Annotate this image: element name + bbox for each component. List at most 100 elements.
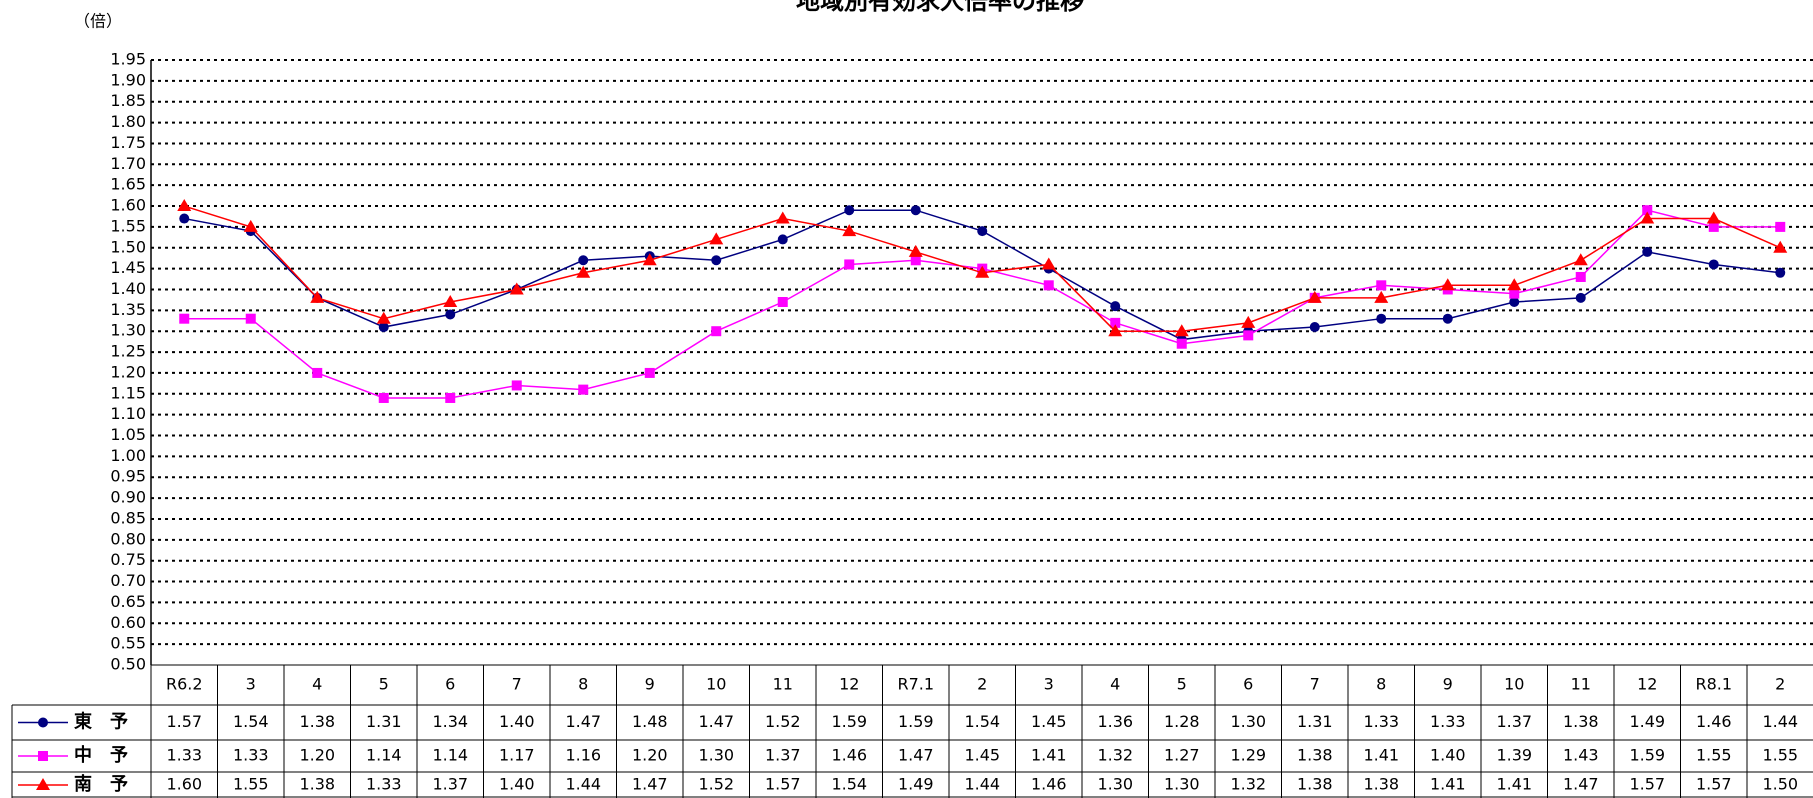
point — [376, 311, 391, 324]
value-label: 1.41 — [1430, 775, 1466, 794]
value-label: 1.54 — [233, 712, 269, 731]
point — [1243, 330, 1254, 341]
y-tick-label: 1.60 — [110, 196, 146, 215]
y-tick-label: 0.65 — [110, 592, 146, 611]
value-label: 1.57 — [1696, 775, 1732, 794]
point — [445, 392, 456, 403]
point — [1509, 288, 1520, 299]
point — [977, 226, 988, 237]
y-tick-label: 0.70 — [110, 571, 146, 590]
point — [1041, 257, 1056, 270]
value-label: 1.38 — [1563, 712, 1599, 731]
x-tick-label: 5 — [1177, 675, 1187, 694]
x-tick-label: 12 — [1637, 675, 1657, 694]
value-label: 1.20 — [299, 746, 335, 765]
value-label: 1.40 — [499, 712, 535, 731]
y-tick-label: 0.60 — [110, 613, 146, 632]
value-label: 1.30 — [698, 746, 734, 765]
point — [310, 290, 325, 303]
value-label: 1.31 — [366, 712, 402, 731]
y-tick-label: 1.25 — [110, 342, 146, 361]
value-label: 1.45 — [964, 746, 1000, 765]
point — [844, 205, 855, 216]
value-label: 1.47 — [1563, 775, 1599, 794]
value-label: 1.44 — [964, 775, 1000, 794]
value-label: 1.38 — [1363, 775, 1399, 794]
point — [576, 265, 591, 278]
point — [1376, 313, 1387, 324]
value-label: 1.20 — [632, 746, 668, 765]
series-line — [184, 209, 1781, 399]
y-tick-label: 1.45 — [110, 258, 146, 277]
y-tick-label: 1.35 — [110, 300, 146, 319]
value-label: 1.52 — [765, 712, 801, 731]
value-label: 1.37 — [432, 775, 468, 794]
value-label: 1.44 — [565, 775, 601, 794]
x-tick-label: 7 — [512, 675, 522, 694]
value-label: 1.32 — [1230, 775, 1266, 794]
point — [777, 297, 788, 307]
point — [1307, 290, 1322, 303]
x-tick-label: 11 — [1571, 675, 1591, 694]
x-tick-label: 8 — [578, 675, 588, 694]
value-label: 1.36 — [1097, 712, 1133, 731]
point — [179, 213, 190, 224]
y-tick-label: 0.90 — [110, 488, 146, 507]
point — [975, 265, 990, 278]
point — [777, 234, 788, 245]
y-tick-label: 1.20 — [110, 362, 146, 381]
x-tick-label: 12 — [839, 675, 859, 694]
point — [445, 309, 456, 320]
point — [910, 205, 921, 216]
point — [1440, 278, 1455, 291]
point — [844, 259, 855, 270]
value-label: 1.14 — [432, 746, 468, 765]
point — [842, 224, 857, 237]
point — [1176, 338, 1187, 349]
value-label: 1.17 — [499, 746, 535, 765]
point — [312, 367, 323, 378]
x-tick-label: 10 — [706, 675, 726, 694]
value-label: 1.54 — [964, 712, 1000, 731]
value-label: 1.55 — [1696, 746, 1732, 765]
x-tick-label: 4 — [1110, 675, 1120, 694]
value-label: 1.33 — [1430, 712, 1466, 731]
value-label: 1.27 — [1164, 746, 1200, 765]
value-label: 1.45 — [1031, 712, 1067, 731]
y-tick-label: 1.10 — [110, 404, 146, 423]
point — [511, 380, 522, 391]
point — [1640, 211, 1655, 224]
y-tick-label: 0.95 — [110, 467, 146, 486]
value-label: 1.41 — [1496, 775, 1532, 794]
point — [1775, 221, 1786, 232]
point — [578, 384, 589, 395]
x-tick-label: R8.1 — [1695, 675, 1732, 694]
legend-marker — [36, 778, 50, 790]
value-label: 1.33 — [1363, 712, 1399, 731]
x-tick-label: 4 — [312, 675, 322, 694]
point — [1708, 221, 1719, 232]
value-label: 1.33 — [233, 746, 269, 765]
point — [179, 313, 190, 324]
point — [378, 392, 389, 403]
y-tick-label: 0.50 — [110, 655, 146, 674]
point — [1773, 240, 1788, 253]
legend-marker — [38, 717, 48, 728]
value-label: 1.41 — [1363, 746, 1399, 765]
point — [1376, 280, 1387, 291]
value-label: 1.57 — [765, 775, 801, 794]
x-tick-label: 5 — [379, 675, 389, 694]
value-label: 1.16 — [565, 746, 601, 765]
value-label: 1.60 — [166, 775, 202, 794]
value-label: 1.59 — [831, 712, 867, 731]
legend-label: 中 予 — [74, 744, 128, 766]
point — [1642, 246, 1653, 257]
point — [443, 295, 458, 307]
point — [711, 255, 722, 266]
y-tick-label: 0.55 — [110, 634, 146, 653]
point — [910, 255, 921, 266]
point — [1110, 301, 1121, 312]
value-label: 1.57 — [1629, 775, 1665, 794]
point — [1442, 313, 1453, 324]
y-tick-label: 1.90 — [110, 70, 146, 89]
